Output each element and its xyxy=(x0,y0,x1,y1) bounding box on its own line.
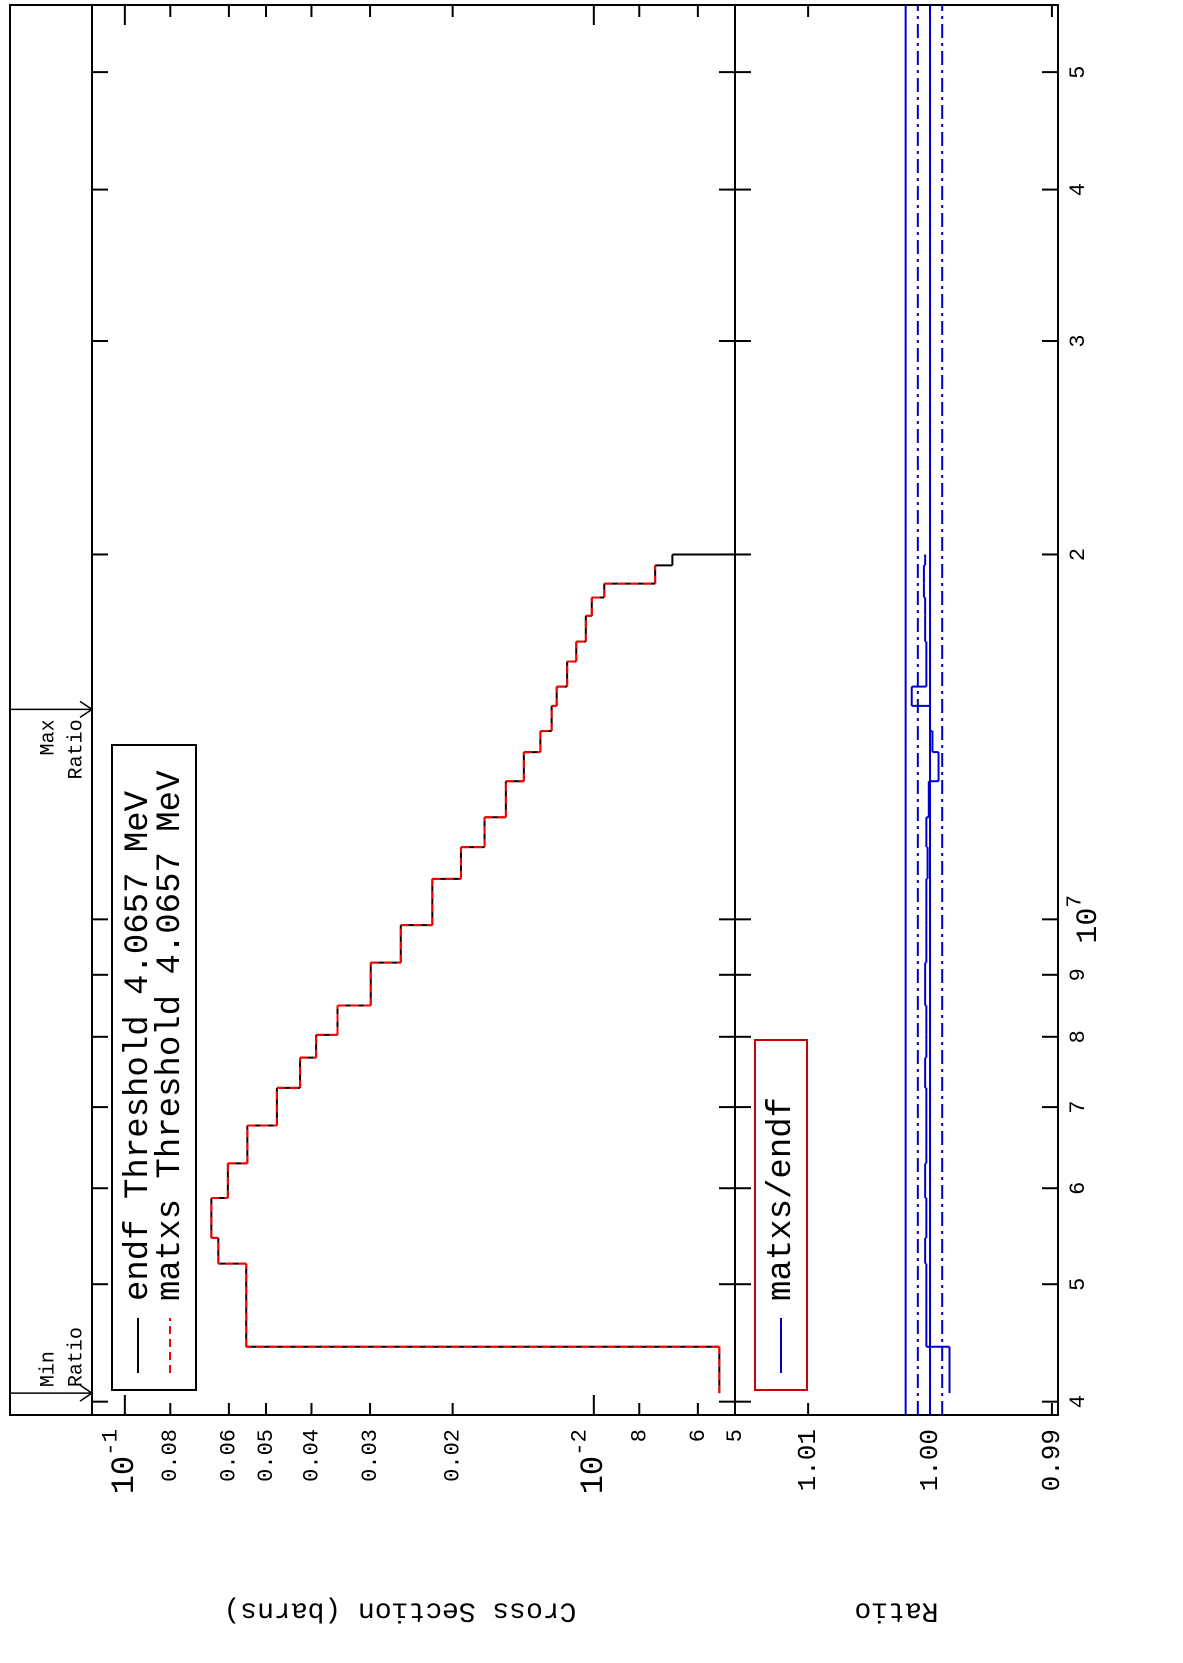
x-tick-label-base: 6 xyxy=(1066,1182,1091,1195)
annotation-text: Max xyxy=(37,719,60,755)
y-tick-label-base: 10 xyxy=(575,1456,612,1494)
x-tick-label: 6 xyxy=(1066,1182,1091,1195)
legend-box xyxy=(754,1039,808,1391)
y-tick-label: 0.06 xyxy=(217,1429,242,1482)
y-tick-label: 0.05 xyxy=(254,1429,279,1482)
y-tick-label: 0.04 xyxy=(299,1429,324,1482)
x-tick-label: 5 xyxy=(1066,66,1091,79)
x-tick-label-base: 9 xyxy=(1066,968,1091,981)
x-tick-label: 107 xyxy=(1064,895,1106,944)
y-tick-label: 10-2 xyxy=(566,1429,612,1494)
x-tick-label-base: 5 xyxy=(1066,1278,1091,1291)
x-tick-label: 5 xyxy=(1066,1278,1091,1291)
annotation-text: Ratio xyxy=(65,1327,88,1387)
legend-label: matxs/endf xyxy=(763,1097,801,1301)
x-tick-label: 2 xyxy=(1066,548,1091,561)
y-tick-label: 0.03 xyxy=(358,1429,383,1482)
x-tick-label-base: 3 xyxy=(1066,334,1091,347)
y-tick-label-sup: -1 xyxy=(97,1429,123,1456)
x-tick-label: 3 xyxy=(1066,334,1091,347)
annotation-text: Ratio xyxy=(65,719,88,779)
y-axis-title: Ratio xyxy=(854,1595,938,1626)
x-tick-label-sup: 7 xyxy=(1064,895,1087,908)
legend-box xyxy=(111,744,197,1391)
legend-label: endf Threshold 4.0657 MeV xyxy=(120,790,158,1301)
y-tick-label: 8 xyxy=(627,1429,652,1442)
y-tick-label: 6 xyxy=(686,1429,711,1442)
y-tick-label: 0.99 xyxy=(1037,1429,1067,1491)
y-tick-label: 0.02 xyxy=(440,1429,465,1482)
y-tick-label: 1.01 xyxy=(793,1429,823,1491)
y-tick-label-base: 6 xyxy=(686,1429,711,1442)
y-tick-label: 0.08 xyxy=(158,1429,183,1482)
x-tick-label: 4 xyxy=(1066,1395,1091,1408)
legend-label: matxs Threshold 4.0657 MeV xyxy=(152,770,190,1301)
x-tick-label: 8 xyxy=(1066,1030,1091,1043)
y-tick-label: 1.00 xyxy=(915,1429,945,1491)
y-tick-label-base: 1.00 xyxy=(915,1429,945,1491)
y-tick-label-base: 10 xyxy=(106,1456,143,1494)
rotated-plot: 10-1 0.08 0.06 0.05 0.04 0.03 0.02 10-2 8 6 5Cross… xyxy=(9,4,1106,1626)
x-tick-label-base: 7 xyxy=(1066,1100,1091,1113)
x-tick-label-base: 10 xyxy=(1072,908,1106,944)
x-tick-label: 9 xyxy=(1066,968,1091,981)
x-tick-label-base: 8 xyxy=(1066,1030,1091,1043)
y-tick-label-base: 5 xyxy=(723,1429,748,1442)
x-tick-label-base: 2 xyxy=(1066,548,1091,561)
x-tick-label-base: 4 xyxy=(1066,183,1091,196)
x-tick-label-base: 4 xyxy=(1066,1395,1091,1408)
x-tick-label: 7 xyxy=(1066,1100,1091,1113)
y-axis-title: Cross Section (barns) xyxy=(224,1595,577,1626)
y-tick-label: 10-1 xyxy=(97,1429,143,1494)
x-tick-label: 4 xyxy=(1066,183,1091,196)
y-tick-label-sup: -2 xyxy=(566,1429,592,1456)
y-tick-label: 5 xyxy=(723,1429,748,1442)
arrowhead xyxy=(79,1384,94,1402)
arrowhead xyxy=(79,700,94,719)
y-tick-label-base: 8 xyxy=(627,1429,652,1442)
annotation-text: Min xyxy=(37,1351,60,1387)
x-tick-label-base: 5 xyxy=(1066,66,1091,79)
